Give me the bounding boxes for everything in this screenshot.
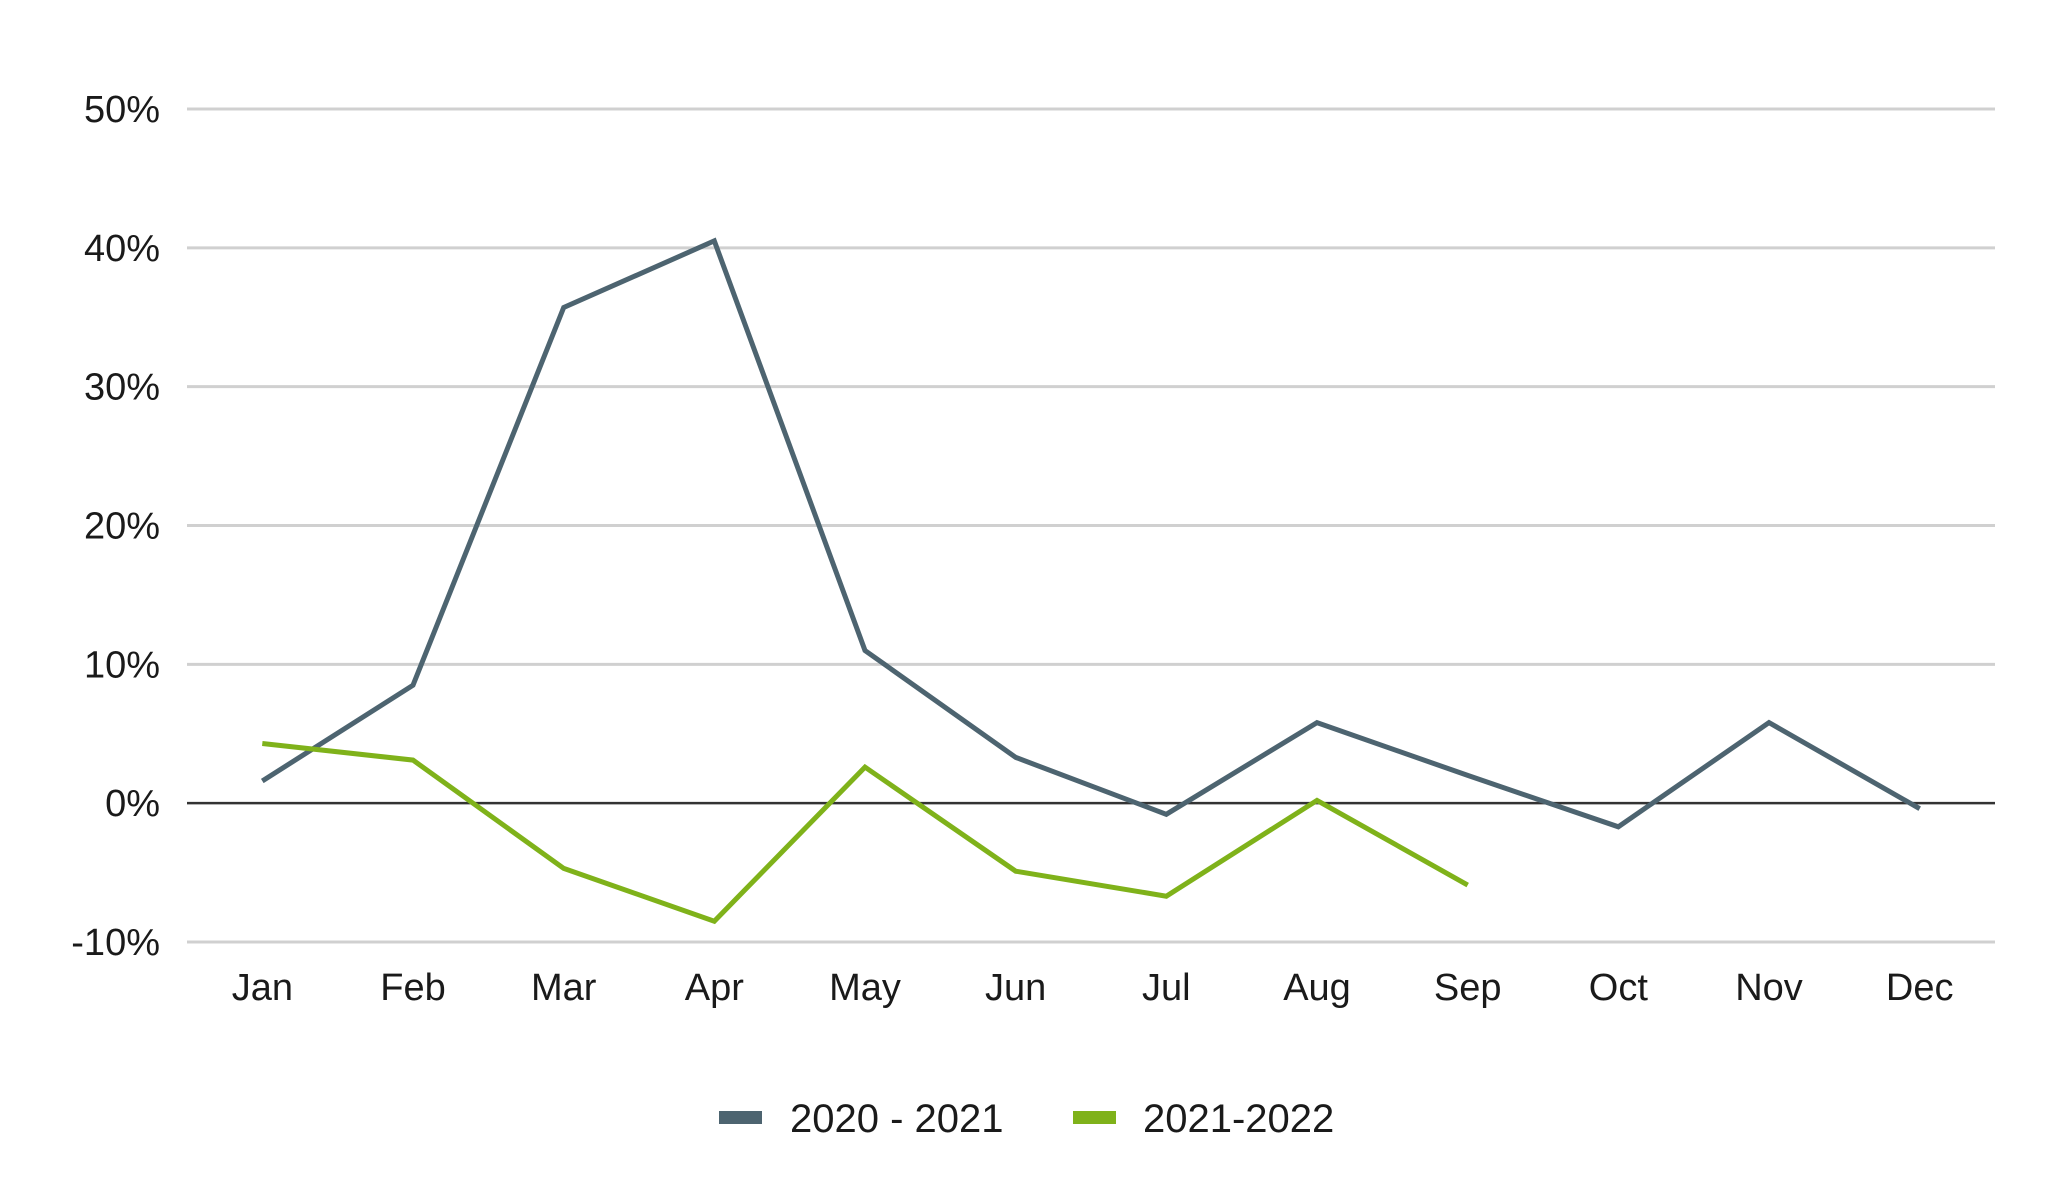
legend-swatch-2 bbox=[1073, 1111, 1116, 1124]
x-tick-label: Dec bbox=[1886, 967, 1954, 1009]
x-tick-label: Feb bbox=[380, 967, 445, 1009]
x-tick-label: Aug bbox=[1283, 967, 1351, 1009]
x-tick-label: Jan bbox=[232, 967, 293, 1009]
x-tick-label: Mar bbox=[531, 967, 597, 1009]
y-tick-label: -10% bbox=[71, 922, 160, 964]
legend-label-1: 2020 - 2021 bbox=[790, 1097, 1004, 1141]
y-tick-label: 30% bbox=[84, 367, 160, 409]
y-axis-ticks: -10% 0% 10% 20% 30% 40% 50% bbox=[71, 89, 160, 964]
y-tick-label: 0% bbox=[105, 783, 160, 825]
gridlines bbox=[187, 107, 1995, 944]
series-line-2 bbox=[262, 741, 1469, 925]
y-tick-label: 20% bbox=[84, 506, 160, 548]
x-tick-label: Sep bbox=[1434, 967, 1502, 1009]
x-tick-label: Jul bbox=[1142, 967, 1191, 1009]
x-tick-label: Apr bbox=[685, 967, 744, 1009]
x-tick-label: May bbox=[829, 967, 901, 1009]
legend-label-2: 2021-2022 bbox=[1143, 1097, 1334, 1141]
y-tick-label: 10% bbox=[84, 644, 160, 686]
series-lines bbox=[260, 237, 1921, 925]
x-tick-label: Nov bbox=[1735, 967, 1803, 1009]
series-line-1 bbox=[260, 237, 1921, 830]
y-tick-label: 40% bbox=[84, 228, 160, 270]
legend: 2020 - 2021 2021-2022 bbox=[719, 1097, 1334, 1141]
legend-swatch-1 bbox=[719, 1111, 762, 1124]
x-tick-label: Oct bbox=[1589, 967, 1649, 1009]
x-axis-ticks: Jan Feb Mar Apr May Jun Jul Aug Sep Oct Nov Dec bbox=[232, 967, 1954, 1009]
x-tick-label: Jun bbox=[985, 967, 1046, 1009]
y-tick-label: 50% bbox=[84, 89, 160, 131]
